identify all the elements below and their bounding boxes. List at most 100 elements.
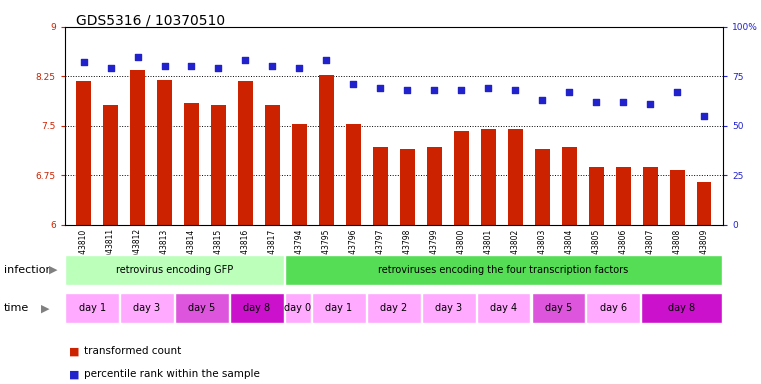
Text: day 3: day 3 (435, 303, 462, 313)
Bar (103, 105, 118, 225)
Bar (184, 103, 199, 225)
Text: GSM943811: GSM943811 (106, 228, 115, 275)
Bar (642, 293, 722, 323)
Text: GSM943812: GSM943812 (133, 228, 142, 275)
Point (617, 99, 629, 105)
Text: GSM943809: GSM943809 (699, 228, 708, 275)
Bar (76, 81, 91, 225)
Bar (367, 293, 421, 323)
Text: day 1: day 1 (78, 303, 106, 313)
Bar (130, 70, 145, 225)
Bar (589, 167, 603, 225)
Point (104, 65, 116, 71)
Bar (265, 105, 280, 225)
Point (482, 85, 495, 91)
Text: day 8: day 8 (668, 303, 696, 313)
Text: day 6: day 6 (600, 303, 627, 313)
Bar (65, 293, 119, 323)
Point (347, 81, 359, 87)
Text: ▶: ▶ (49, 265, 57, 275)
Text: GSM943817: GSM943817 (268, 228, 277, 275)
Bar (481, 129, 495, 225)
Text: GSM943807: GSM943807 (645, 228, 654, 275)
Text: day 8: day 8 (243, 303, 270, 313)
Text: GSM943797: GSM943797 (376, 228, 385, 275)
Bar (346, 124, 361, 225)
Bar (373, 147, 388, 225)
Text: day 0: day 0 (285, 303, 311, 313)
Text: GSM943800: GSM943800 (457, 228, 466, 275)
Text: day 5: day 5 (545, 303, 572, 313)
Point (536, 97, 548, 103)
Point (240, 58, 252, 64)
Text: GSM943801: GSM943801 (484, 228, 492, 275)
Bar (422, 293, 476, 323)
Bar (535, 149, 549, 225)
Text: ■: ■ (68, 369, 79, 379)
Text: GSM943803: GSM943803 (538, 228, 546, 275)
Bar (696, 182, 712, 225)
Text: GSM943806: GSM943806 (619, 228, 628, 275)
Text: transformed count: transformed count (84, 346, 181, 356)
Bar (616, 167, 631, 225)
Bar (587, 293, 640, 323)
Text: ■: ■ (68, 346, 79, 356)
Point (293, 65, 305, 71)
Point (428, 87, 441, 93)
Bar (427, 147, 441, 225)
Text: day 3: day 3 (133, 303, 161, 313)
Text: GSM943815: GSM943815 (214, 228, 223, 275)
Bar (230, 293, 284, 323)
Text: GSM943796: GSM943796 (349, 228, 358, 275)
Bar (508, 129, 523, 225)
Bar (285, 255, 722, 285)
Text: day 5: day 5 (188, 303, 215, 313)
Point (78, 60, 90, 66)
Text: infection: infection (4, 265, 53, 275)
Point (563, 89, 575, 95)
Text: GSM943810: GSM943810 (79, 228, 88, 275)
Point (158, 63, 170, 70)
Bar (562, 147, 577, 225)
Text: GSM943794: GSM943794 (295, 228, 304, 275)
Bar (476, 293, 530, 323)
Text: GSM943795: GSM943795 (322, 228, 331, 275)
Bar (292, 124, 307, 225)
Bar (454, 131, 469, 225)
Text: GSM943799: GSM943799 (430, 228, 439, 275)
Text: day 4: day 4 (490, 303, 517, 313)
Text: GSM943813: GSM943813 (160, 228, 169, 275)
Bar (643, 167, 658, 225)
Bar (312, 293, 366, 323)
Text: day 2: day 2 (380, 303, 407, 313)
Text: GSM943814: GSM943814 (187, 228, 196, 275)
Point (266, 63, 279, 70)
Bar (670, 170, 684, 225)
Point (644, 101, 656, 107)
Point (212, 65, 224, 71)
Text: percentile rank within the sample: percentile rank within the sample (84, 369, 260, 379)
Text: retroviruses encoding the four transcription factors: retroviruses encoding the four transcrip… (378, 265, 629, 275)
Point (455, 87, 467, 93)
Point (671, 89, 683, 95)
Text: time: time (4, 303, 29, 313)
Bar (238, 81, 253, 225)
Point (509, 87, 521, 93)
Bar (400, 149, 415, 225)
Bar (531, 293, 585, 323)
Point (132, 53, 144, 60)
Point (698, 113, 710, 119)
Text: GSM943804: GSM943804 (565, 228, 574, 275)
Text: ▶: ▶ (41, 303, 49, 313)
Bar (175, 293, 229, 323)
Bar (65, 255, 284, 285)
Bar (157, 79, 172, 225)
Text: GSM943798: GSM943798 (403, 228, 412, 275)
Point (401, 87, 413, 93)
Text: GSM943805: GSM943805 (591, 228, 600, 275)
Point (590, 99, 602, 105)
Point (320, 58, 333, 64)
Bar (120, 293, 174, 323)
Text: GSM943802: GSM943802 (511, 228, 520, 275)
Text: GSM943816: GSM943816 (241, 228, 250, 275)
